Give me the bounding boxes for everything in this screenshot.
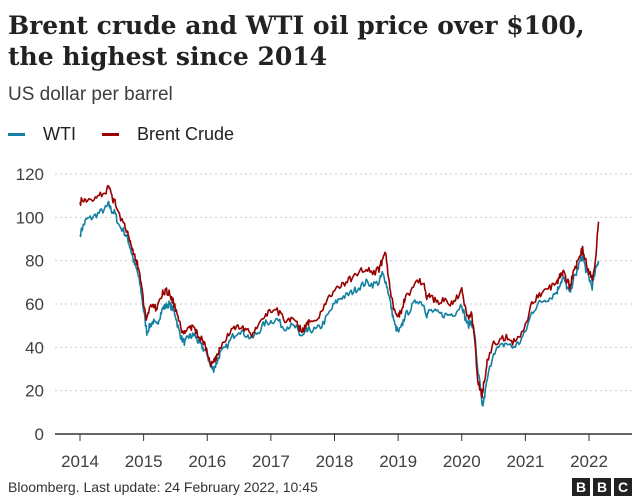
series-layer bbox=[79, 184, 600, 407]
x-tick-label-2019: 2019 bbox=[379, 452, 417, 471]
legend-item-brent: Brent Crude bbox=[102, 124, 234, 145]
y-tick-label-40: 40 bbox=[25, 338, 44, 357]
chart-subtitle: US dollar per barrel bbox=[8, 84, 173, 105]
legend-label-brent: Brent Crude bbox=[137, 123, 235, 144]
y-tick-label-120: 120 bbox=[16, 165, 44, 184]
chart-legend: WTI Brent Crude bbox=[8, 122, 260, 146]
bbc-logo-letter-2: B bbox=[593, 478, 611, 496]
series-line-brent-crude bbox=[79, 184, 600, 399]
x-axis: 2014 2015 2016 2017 2018 2019 2020 2021 2022 bbox=[55, 433, 632, 471]
legend-swatch-wti bbox=[8, 132, 25, 136]
series-line-wti bbox=[79, 200, 600, 407]
y-tick-label-100: 100 bbox=[16, 208, 44, 227]
legend-swatch-brent bbox=[102, 132, 119, 136]
legend-label-wti: WTI bbox=[43, 123, 76, 144]
y-tick-label-20: 20 bbox=[25, 382, 44, 401]
source-note: Bloomberg. Last update: 24 February 2022… bbox=[8, 479, 318, 495]
x-tick-label-2021: 2021 bbox=[506, 452, 544, 471]
x-tick-label-2018: 2018 bbox=[316, 452, 354, 471]
chart-title: Brent crude and WTI oil price over $100,… bbox=[8, 11, 585, 71]
bbc-logo-letter-3: C bbox=[614, 478, 632, 496]
oil-price-line-chart: 0 20 40 60 80 100 120 2014 2015 2016 2017 2018 2019… bbox=[16, 165, 632, 471]
x-tick-label-2022: 2022 bbox=[570, 452, 608, 471]
x-tick-label-2015: 2015 bbox=[125, 452, 163, 471]
grid-layer bbox=[55, 173, 632, 392]
y-tick-label-80: 80 bbox=[25, 252, 44, 271]
y-tick-label-60: 60 bbox=[25, 295, 44, 314]
x-tick-label-2020: 2020 bbox=[443, 452, 481, 471]
y-tick-label-0: 0 bbox=[35, 425, 44, 444]
legend-item-wti: WTI bbox=[8, 124, 76, 145]
bbc-logo: B B C bbox=[572, 478, 632, 496]
x-tick-label-2017: 2017 bbox=[252, 452, 290, 471]
y-axis-labels: 0 20 40 60 80 100 120 bbox=[16, 165, 44, 444]
bbc-logo-letter-1: B bbox=[572, 478, 590, 496]
x-tick-label-2016: 2016 bbox=[188, 452, 226, 471]
x-tick-label-2014: 2014 bbox=[61, 452, 99, 471]
